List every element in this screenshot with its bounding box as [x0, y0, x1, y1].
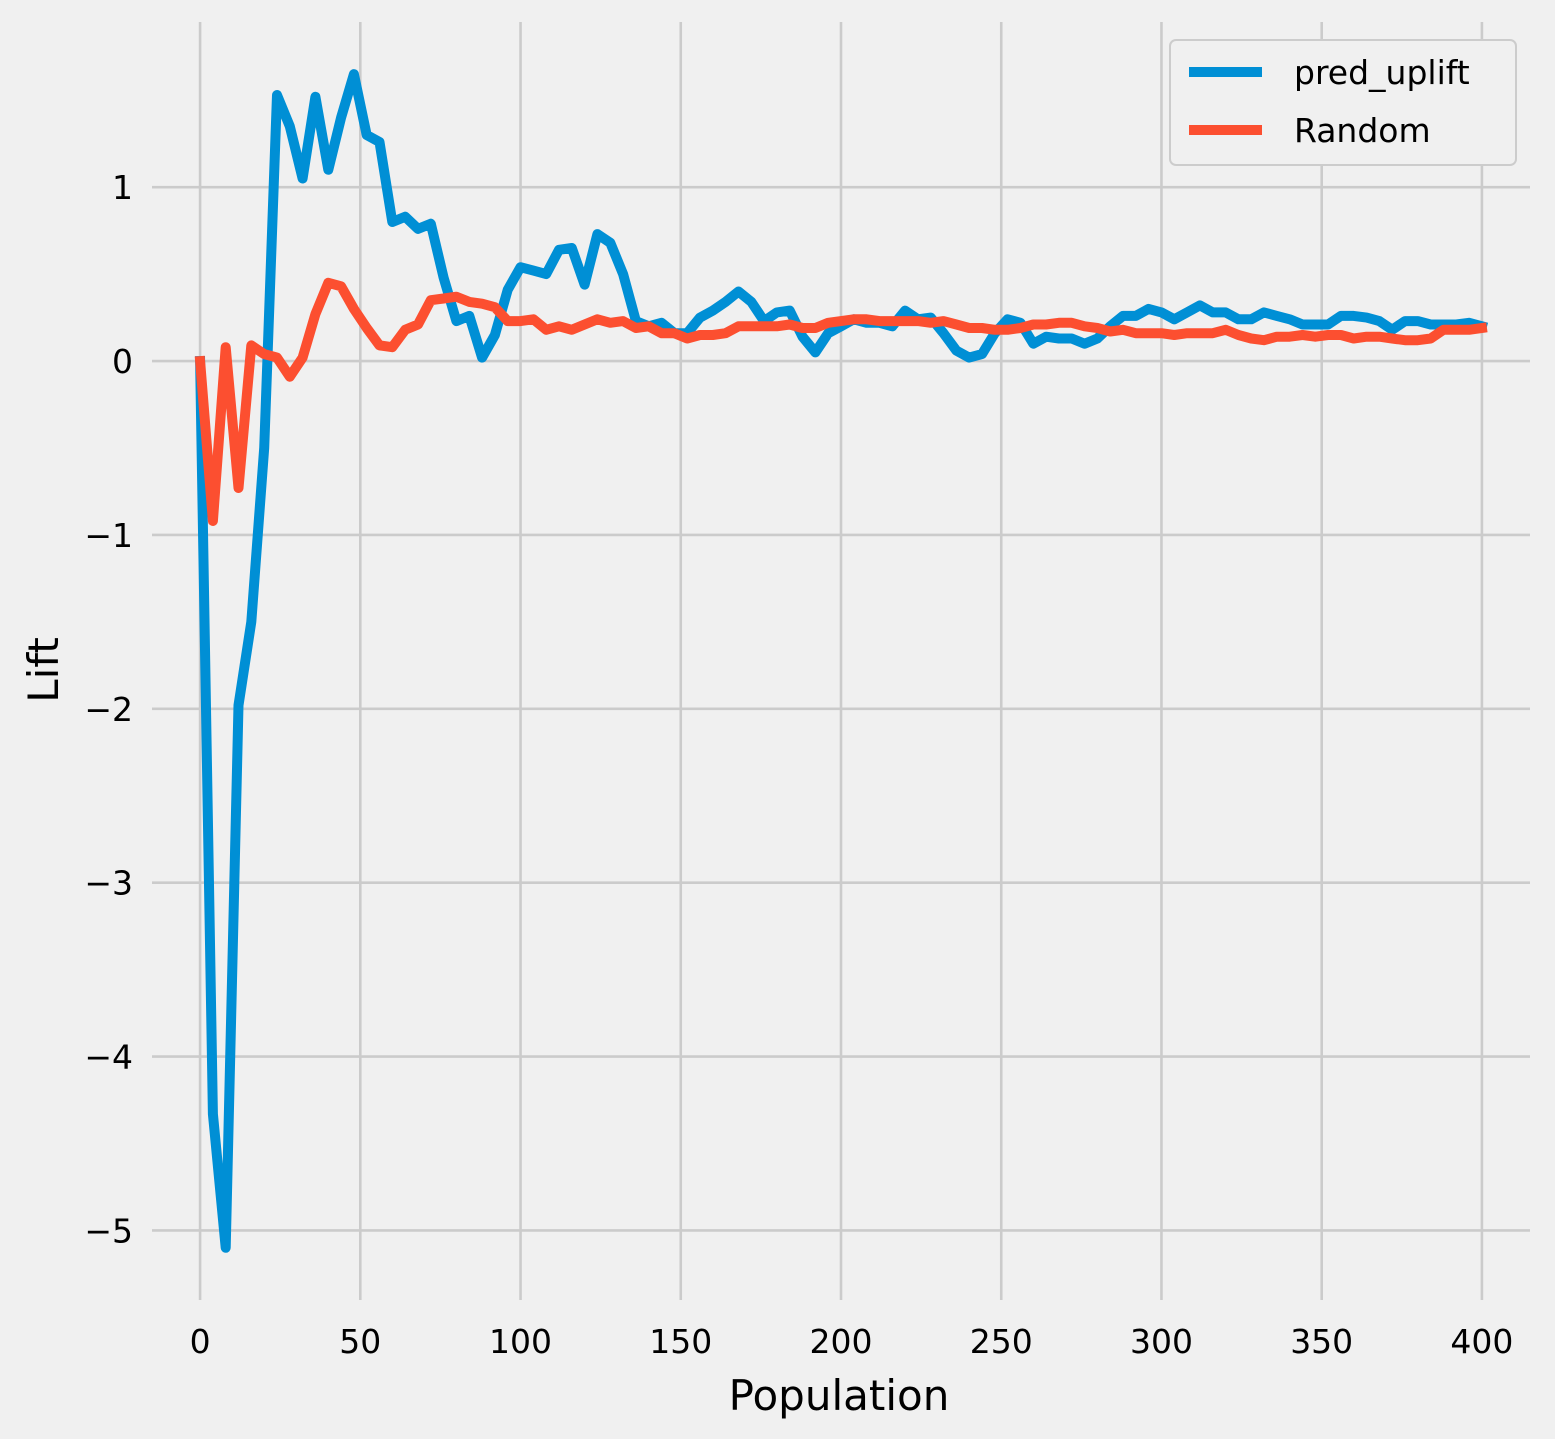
x-tick-label: 350 — [1290, 1322, 1353, 1361]
series-line-pred-uplift — [195, 69, 1489, 1253]
x-tick-label: 0 — [190, 1322, 211, 1361]
x-tick-label: 100 — [489, 1322, 552, 1361]
x-tick-label: 200 — [810, 1322, 873, 1361]
y-tick-label: 1 — [112, 168, 133, 207]
y-tick-labels: 1 0 −1 −2 −3 −4 −5 — [84, 168, 133, 1250]
legend-label: Random — [1294, 111, 1431, 150]
x-tick-labels: 0 50 100 150 200 250 300 350 400 — [190, 1322, 1514, 1361]
y-tick-label: −1 — [84, 516, 133, 555]
series-lines — [194, 69, 1489, 1253]
y-tick-label: −5 — [84, 1211, 133, 1250]
x-tick-label: 150 — [649, 1322, 712, 1361]
x-tick-label: 300 — [1130, 1322, 1193, 1361]
legend: pred_uplift Random — [1169, 39, 1517, 166]
x-tick-label: 250 — [970, 1322, 1033, 1361]
x-tick-label: 400 — [1450, 1322, 1513, 1361]
y-tick-label: −3 — [84, 864, 133, 903]
grid-lines — [152, 22, 1530, 1300]
series-line-random — [194, 277, 1488, 526]
y-axis-label: Lift — [19, 637, 68, 703]
y-tick-label: −2 — [84, 690, 133, 729]
legend-label: pred_uplift — [1294, 53, 1470, 92]
y-tick-label: 0 — [112, 342, 133, 381]
x-axis-label: Population — [729, 1371, 950, 1420]
x-tick-label: 50 — [339, 1322, 381, 1361]
y-tick-label: −4 — [84, 1038, 133, 1077]
